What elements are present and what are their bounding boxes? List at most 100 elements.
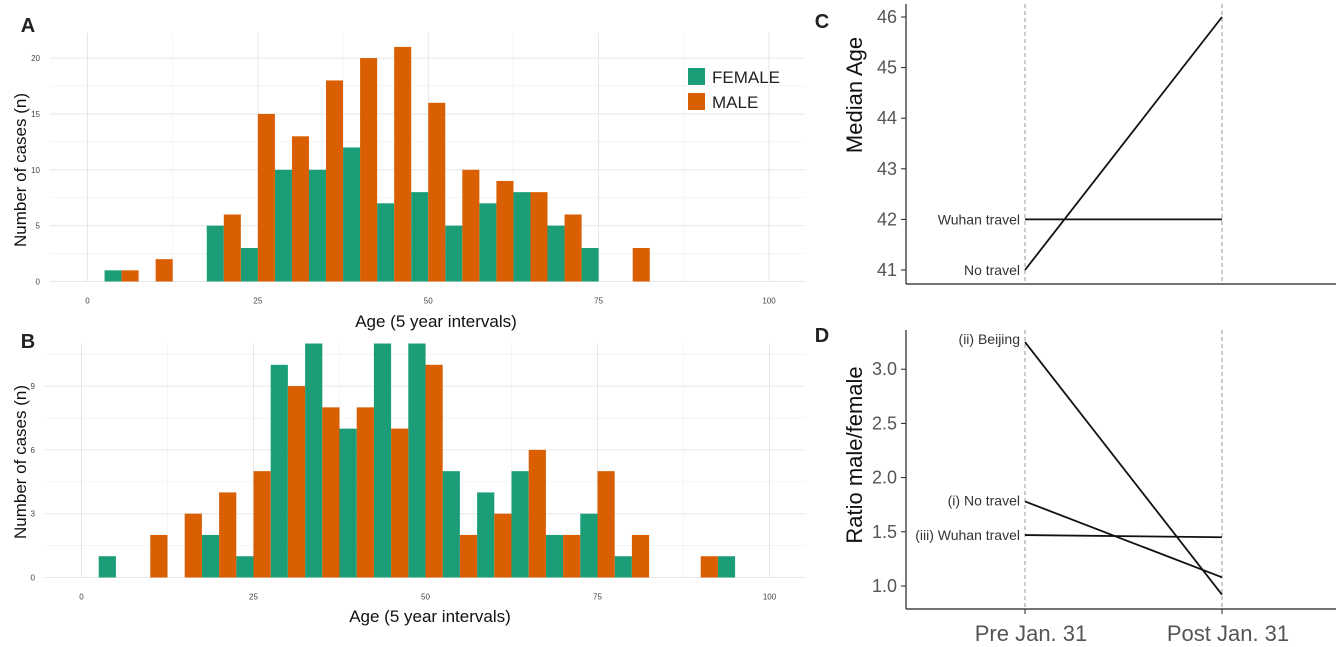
legend-label-female: FEMALE <box>712 68 780 87</box>
bar-female <box>274 169 292 282</box>
bar-female <box>479 203 497 282</box>
x-tick-label: 100 <box>763 593 777 602</box>
bar-male <box>563 534 581 578</box>
panel-b-x-label: Age (5 year intervals) <box>349 607 511 626</box>
panel-c-lines: Wuhan travel No travel <box>938 16 1223 278</box>
x-tick-label: Post Jan. 31 <box>1167 621 1289 646</box>
y-tick-label: 0 <box>31 574 36 583</box>
bar-female <box>614 556 632 578</box>
y-tick-label: 20 <box>31 54 40 63</box>
bar-female <box>581 247 599 282</box>
x-tick-label: 0 <box>79 593 84 602</box>
panel-c-axes <box>905 4 1336 285</box>
panel-a-label: A <box>21 15 35 37</box>
bar-female <box>547 225 565 282</box>
panel-d-x-ticks: Pre Jan. 31 Post Jan. 31 <box>975 609 1289 646</box>
bar-female <box>411 192 429 282</box>
bar-male <box>462 169 480 282</box>
bar-male <box>291 136 309 282</box>
x-tick-label: 75 <box>594 297 603 306</box>
bar-female <box>511 471 529 578</box>
series-line <box>1024 500 1223 579</box>
panel-a-y-label: Number of cases (n) <box>11 93 30 247</box>
x-tick-label: 25 <box>249 593 258 602</box>
x-tick-label: 25 <box>253 297 262 306</box>
panel-b: B 0 3 6 9 0 25 50 75 100 Age (5 year intervals)… <box>11 331 805 626</box>
bar-female <box>717 556 736 578</box>
x-tick-label: Pre Jan. 31 <box>975 621 1088 646</box>
series-line <box>1024 341 1223 596</box>
bar-female <box>513 192 531 282</box>
y-tick-label: 0 <box>36 278 41 287</box>
bar-female <box>373 343 392 578</box>
bar-female <box>236 556 254 578</box>
bar-female <box>270 364 288 578</box>
y-tick-label: 5 <box>36 222 41 231</box>
bar-male <box>459 534 478 578</box>
panel-a-x-label: Age (5 year intervals) <box>355 312 517 331</box>
bar-male <box>360 58 378 282</box>
y-tick-label: 1.0 <box>872 576 897 596</box>
bar-male <box>530 192 548 282</box>
bar-female <box>477 492 495 578</box>
y-tick-label: 9 <box>31 382 36 391</box>
y-tick-label: 44 <box>877 108 897 128</box>
series-label: Wuhan travel <box>938 211 1020 227</box>
panel-a-y-ticks: 0 5 10 15 20 <box>31 54 40 286</box>
y-tick-label: 3 <box>31 510 36 519</box>
panel-d-y-ticks: 1.0 1.5 2.0 2.5 3.0 <box>872 359 906 596</box>
bar-male <box>356 407 374 578</box>
panel-a-x-ticks: 0 25 50 75 100 <box>85 297 776 306</box>
panel-a-bars <box>104 46 650 282</box>
bar-male <box>150 534 168 578</box>
bar-female <box>339 428 357 578</box>
bar-male <box>597 471 615 578</box>
bar-male <box>494 513 512 578</box>
x-tick-label: 75 <box>593 593 602 602</box>
bar-male <box>631 534 650 578</box>
bar-male <box>394 46 412 282</box>
bar-female <box>545 534 564 578</box>
panel-a: A 0 5 10 15 20 0 25 50 75 100 Age (5 year interv… <box>11 15 805 331</box>
bar-male <box>253 471 271 578</box>
bar-male <box>257 113 275 282</box>
bar-female <box>308 169 327 282</box>
y-tick-label: 2.5 <box>872 413 897 433</box>
panel-b-label: B <box>21 331 35 353</box>
series-label: (i) No travel <box>948 492 1020 508</box>
panel-b-y-label: Number of cases (n) <box>11 385 30 539</box>
bar-female <box>104 270 122 282</box>
legend: FEMALE MALE <box>688 68 780 112</box>
panel-d: D 1.0 1.5 2.0 2.5 3.0 (ii) Beijing (i) No tra… <box>815 325 1336 646</box>
bar-female <box>98 556 116 578</box>
bar-male <box>496 180 514 282</box>
bar-male <box>326 80 344 282</box>
bar-male <box>121 270 139 282</box>
bar-male <box>428 102 446 282</box>
x-tick-label: 0 <box>85 297 90 306</box>
bar-female <box>445 225 463 282</box>
y-tick-label: 10 <box>31 166 40 175</box>
bar-female <box>343 147 361 282</box>
bar-female <box>408 343 426 578</box>
y-tick-label: 46 <box>877 7 897 27</box>
y-tick-label: 45 <box>877 58 897 78</box>
x-tick-label: 50 <box>424 297 433 306</box>
bar-male <box>700 556 718 578</box>
y-tick-label: 15 <box>31 110 40 119</box>
panel-c-label: C <box>815 11 829 33</box>
series-label: (iii) Wuhan travel <box>915 527 1020 543</box>
y-tick-label: 42 <box>877 209 897 229</box>
panel-b-y-ticks: 0 3 6 9 <box>31 382 36 582</box>
bar-male <box>155 259 173 282</box>
y-tick-label: 2.0 <box>872 468 897 488</box>
panel-d-y-label: Ratio male/female <box>842 366 867 543</box>
bar-male <box>223 214 241 282</box>
y-tick-label: 1.5 <box>872 522 897 542</box>
bar-male <box>287 386 306 578</box>
bar-male <box>528 449 546 578</box>
series-line <box>1024 16 1223 271</box>
legend-label-male: MALE <box>712 93 758 112</box>
series-line <box>1024 534 1223 539</box>
